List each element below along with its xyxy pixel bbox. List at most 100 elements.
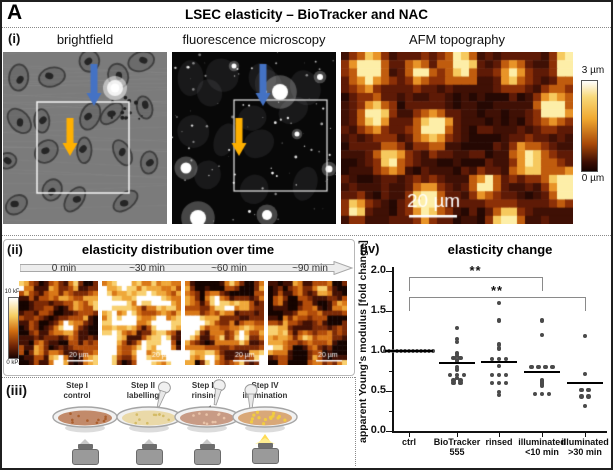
median-line (439, 361, 475, 365)
light-rays-icon (255, 434, 275, 444)
data-point (458, 378, 463, 383)
y-tick (386, 271, 392, 273)
data-point (496, 392, 502, 398)
elasticity-colorbar (8, 297, 19, 359)
elasticity-map-30min (102, 281, 181, 365)
step-2-title: Step II (130, 381, 155, 390)
data-point (582, 404, 588, 409)
data-point (539, 392, 545, 397)
significance-stars: ** (469, 263, 482, 279)
data-point (550, 364, 555, 370)
divider-ii-iii (2, 377, 355, 378)
petri-dish-labelling (116, 406, 182, 433)
data-point (454, 376, 460, 381)
x-category-label: ctrl (401, 437, 416, 447)
step-2-subtitle: labelling (126, 390, 160, 400)
data-point (451, 380, 456, 386)
panel-iii-label: (iii) (6, 382, 27, 398)
data-point (454, 364, 460, 370)
panel-ii-label: (ii) (7, 242, 23, 257)
data-point (454, 336, 460, 342)
elasticity-colorbar-min: 0 kPa (6, 360, 22, 366)
x-category-label: rinsed (485, 437, 513, 447)
timepoint-90: ~90 min (292, 263, 328, 274)
objective-stand-3 (194, 439, 221, 465)
median-line (567, 381, 603, 385)
x-axis-line (392, 431, 607, 433)
step-1-caption: Step I control (47, 381, 107, 400)
data-point (454, 358, 460, 363)
data-point (496, 372, 502, 378)
caption-brightfield: brightfield (56, 32, 114, 47)
data-point (496, 356, 502, 362)
y-tick-label: 1.0 (370, 344, 386, 356)
afm-colorbar-max: 3 µm (581, 65, 605, 76)
median-line (385, 349, 433, 353)
data-point (461, 372, 467, 378)
data-point (454, 353, 460, 358)
objective-stand-4 (252, 443, 279, 464)
x-category-label: illuminated >30 min (561, 437, 609, 458)
data-point (539, 318, 545, 323)
aspirating-pipette-icon (204, 379, 226, 414)
data-point (496, 318, 502, 323)
data-point (454, 351, 460, 356)
y-tick (386, 311, 392, 313)
data-point (503, 356, 509, 362)
panel-iv-label: (iv) (360, 241, 380, 256)
petri-dish-control (52, 406, 118, 433)
data-point (454, 325, 460, 330)
y-tick-label: 0.5 (370, 384, 386, 396)
data-point (579, 388, 584, 393)
data-point (458, 356, 463, 361)
panel-iv-title: elasticity change (447, 242, 553, 257)
y-tick-label: 0.0 (370, 424, 386, 436)
sig-bracket-tick (409, 277, 410, 292)
data-point (503, 372, 509, 378)
panel-label-A: A (7, 1, 23, 24)
y-minor-tick (389, 291, 392, 292)
elasticity-colorbar-max: 10 kPa (4, 289, 24, 295)
significance-stars: ** (490, 282, 504, 298)
petri-dish-rinsing (174, 406, 240, 433)
data-point (496, 364, 502, 369)
elasticity-map-0min (19, 281, 98, 365)
data-point (496, 342, 502, 347)
x-tick (457, 432, 459, 437)
pipette-icon (154, 381, 171, 414)
data-point (496, 380, 502, 386)
y-minor-tick (389, 331, 392, 332)
data-point (454, 340, 460, 345)
data-point (539, 332, 545, 338)
step-3-title: Step III (191, 381, 219, 390)
data-point (451, 378, 456, 383)
data-point (496, 346, 502, 351)
data-point (451, 356, 456, 361)
petri-dish-illumination (232, 406, 298, 433)
afm-colorbar-min: 0 µm (581, 173, 605, 184)
caption-fluorescence: fluorescence microscopy (182, 32, 326, 47)
panel-ii-title: elasticity distribution over time (81, 242, 275, 257)
sig-bracket-tick (542, 277, 543, 292)
y-tick (386, 431, 392, 433)
afm-topography-image (341, 52, 573, 224)
time-arrow-banner (20, 261, 354, 275)
data-point (458, 380, 463, 386)
caption-afm: AFM topography (408, 32, 506, 47)
y-tick-label: 1.5 (370, 304, 386, 316)
timepoint-0: 0 min (51, 263, 77, 274)
step-2-caption: Step II labelling (113, 381, 173, 400)
x-tick (409, 432, 411, 437)
brightfield-image (3, 52, 167, 224)
timepoint-30: ~30 min (129, 263, 165, 274)
data-point (582, 333, 588, 338)
data-point (582, 372, 588, 377)
objective-stand-1 (72, 439, 99, 465)
step-1-subtitle: control (63, 390, 91, 400)
afm-colorbar (581, 80, 598, 172)
data-point (586, 388, 591, 393)
divider-iii-iv (355, 377, 356, 466)
y-minor-tick (389, 411, 392, 412)
